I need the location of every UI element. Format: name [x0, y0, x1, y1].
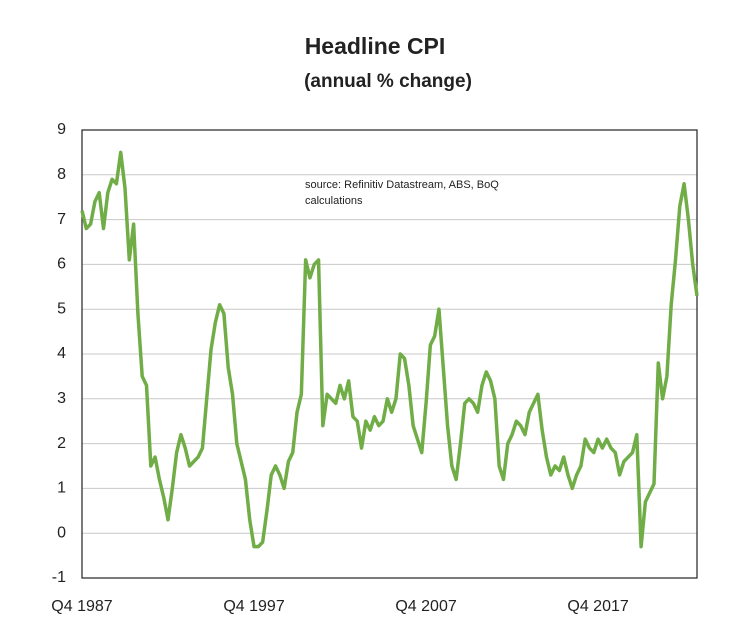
- source-note: source: Refinitiv Datastream, ABS, BoQ c…: [305, 179, 499, 207]
- x-tick-label: Q4 2017: [567, 598, 628, 615]
- y-tick-label: 5: [57, 300, 66, 317]
- y-tick-label: 8: [57, 166, 66, 183]
- y-tick-label: 0: [57, 524, 66, 541]
- plot-frame: [81, 129, 698, 579]
- chart-title: Headline CPI: [305, 33, 446, 59]
- cpi-line: [80, 150, 699, 549]
- y-tick-label: 6: [57, 256, 66, 273]
- y-tick-label: 3: [57, 390, 66, 407]
- x-tick-label: Q4 1997: [223, 598, 284, 615]
- y-tick-label: 9: [57, 121, 66, 138]
- y-tick-label: 1: [57, 480, 66, 497]
- chart-subtitle: (annual % change): [304, 71, 472, 92]
- y-tick-label: 4: [57, 345, 66, 362]
- y-tick-label: 7: [57, 211, 66, 228]
- x-tick-label: Q4 2007: [395, 598, 456, 615]
- y-tick-label: -1: [52, 569, 66, 586]
- x-tick-label: Q4 1987: [51, 598, 112, 615]
- y-tick-label: 2: [57, 435, 66, 452]
